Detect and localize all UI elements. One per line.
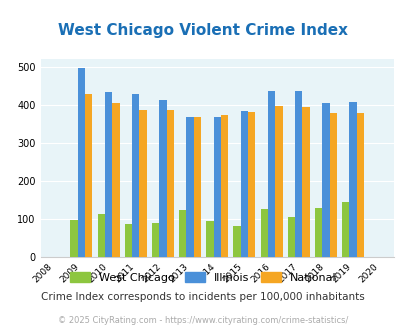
Bar (260, 209, 267, 257)
Text: West Chicago Violent Crime Index: West Chicago Violent Crime Index (58, 23, 347, 38)
Bar (233, 226, 240, 257)
Bar (314, 208, 322, 257)
Bar (77, 68, 85, 257)
Bar (213, 116, 220, 257)
Bar (70, 220, 77, 257)
Bar (159, 100, 166, 257)
Bar (85, 94, 92, 257)
Bar (112, 103, 119, 257)
Bar (302, 107, 309, 257)
Bar (247, 112, 255, 257)
Text: © 2025 CityRating.com - https://www.cityrating.com/crime-statistics/: © 2025 CityRating.com - https://www.city… (58, 315, 347, 325)
Bar (206, 221, 213, 257)
Bar (186, 116, 193, 257)
Bar (132, 94, 139, 257)
Bar (341, 202, 349, 257)
Bar (322, 103, 329, 257)
Bar (267, 91, 275, 257)
Bar (166, 110, 173, 257)
Bar (139, 110, 146, 257)
Bar (220, 115, 228, 257)
Bar (349, 102, 356, 257)
Bar (356, 113, 363, 257)
Bar (193, 117, 200, 257)
Bar (151, 223, 159, 257)
Bar (329, 113, 336, 257)
Bar (104, 92, 112, 257)
Bar (275, 106, 282, 257)
Bar (124, 224, 132, 257)
Bar (287, 217, 294, 257)
Text: Crime Index corresponds to incidents per 100,000 inhabitants: Crime Index corresponds to incidents per… (41, 292, 364, 302)
Bar (179, 210, 186, 257)
Legend: West Chicago, Illinois, National: West Chicago, Illinois, National (65, 268, 340, 287)
Bar (97, 214, 104, 257)
Bar (294, 91, 302, 257)
Bar (240, 111, 247, 257)
